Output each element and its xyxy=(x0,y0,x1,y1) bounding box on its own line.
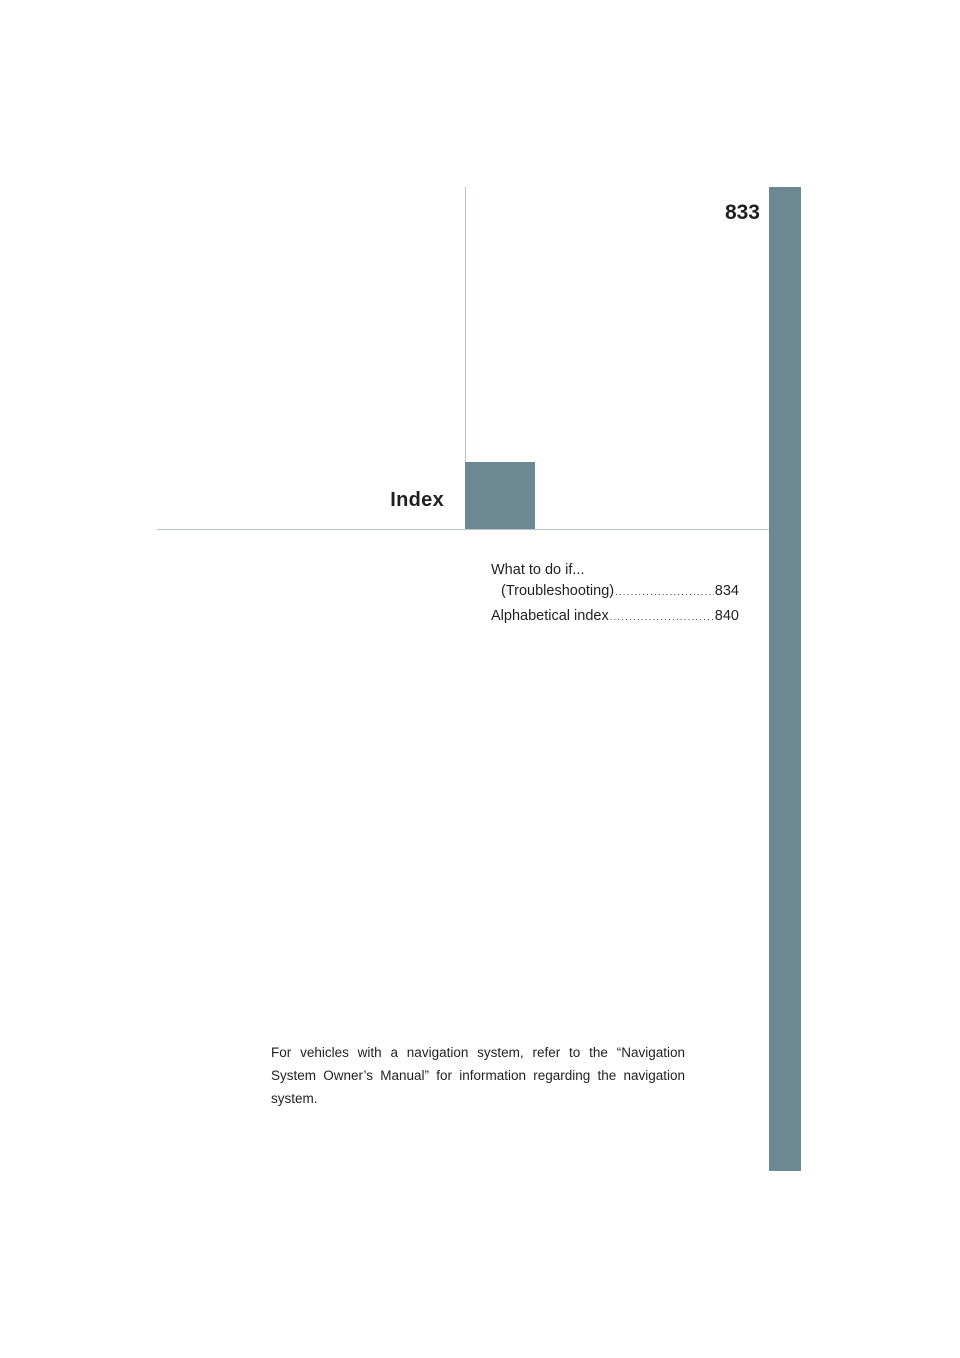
toc-item-troubleshooting[interactable]: (Troubleshooting) 834 xyxy=(491,583,739,599)
toc-item-page: 840 xyxy=(714,608,739,624)
horizontal-rule xyxy=(157,529,769,530)
toc-leader-dots xyxy=(610,612,714,622)
toc-item-page: 834 xyxy=(714,583,739,599)
toc-intro: What to do if... xyxy=(491,562,585,578)
toc-leader-dots xyxy=(615,587,714,597)
toc-item-alphabetical-index[interactable]: Alphabetical index 840 xyxy=(491,608,739,624)
toc-item-label: Alphabetical index xyxy=(491,608,609,624)
page-number: 833 xyxy=(724,201,760,224)
side-tab-bar xyxy=(769,187,801,1171)
navigation-note: For vehicles with a navigation system, r… xyxy=(271,1045,685,1106)
vertical-rule xyxy=(465,187,466,462)
section-marker-block xyxy=(465,462,535,530)
toc-item-label: (Troubleshooting) xyxy=(501,583,615,599)
section-title: Index xyxy=(390,489,444,511)
